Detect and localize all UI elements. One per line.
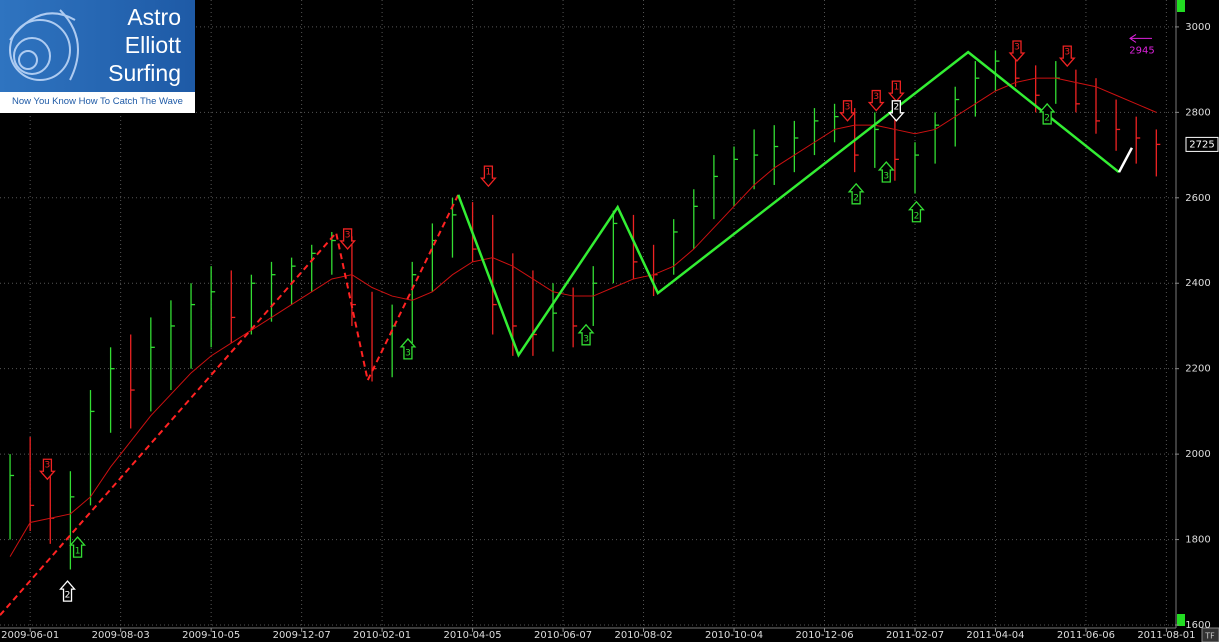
wave-label: 3 bbox=[1064, 48, 1070, 58]
wave-arrow bbox=[1008, 40, 1026, 62]
scroll-thumb[interactable] bbox=[1177, 614, 1185, 626]
y-tick-label: 2800 bbox=[1185, 107, 1210, 118]
x-tick-label: 2010-12-06 bbox=[795, 630, 853, 641]
timeframe: TF bbox=[1204, 632, 1215, 641]
wave-arrow bbox=[399, 337, 417, 360]
x-tick-label: 2010-04-05 bbox=[444, 630, 502, 641]
wave-arrow bbox=[908, 200, 925, 223]
wave-label: 3 bbox=[845, 102, 851, 112]
wave-arrow bbox=[887, 80, 905, 103]
wave-arrow bbox=[577, 323, 595, 346]
target-arrow-head bbox=[1129, 33, 1137, 43]
wave-label: 3 bbox=[873, 92, 879, 102]
last-price-label: 2725 bbox=[1189, 139, 1214, 150]
y-tick-label: 1600 bbox=[1185, 620, 1210, 631]
wave-label: 2 bbox=[914, 211, 920, 221]
x-tick-label: 2010-08-02 bbox=[614, 630, 672, 641]
logo-word: Elliott bbox=[124, 32, 181, 58]
wave-label: 3 bbox=[45, 461, 51, 471]
wave-arrow bbox=[877, 161, 895, 183]
wave-arrow bbox=[1058, 45, 1076, 68]
y-tick-label: 3000 bbox=[1185, 22, 1210, 33]
wave-label: 2 bbox=[853, 193, 859, 203]
x-tick-label: 2009-08-03 bbox=[92, 630, 150, 641]
logo-tagline: Now You Know How To Catch The Wave bbox=[12, 96, 183, 107]
logo-word: Astro bbox=[127, 4, 181, 30]
wave-label: 3 bbox=[583, 334, 589, 344]
logo-swirl bbox=[9, 9, 79, 81]
wave-label: 1 bbox=[75, 547, 81, 557]
wave-arrow bbox=[847, 182, 865, 205]
y-tick-label: 1800 bbox=[1185, 535, 1210, 546]
wave-label: 2 bbox=[1044, 113, 1050, 123]
wave-arrow bbox=[59, 580, 76, 602]
x-tick-label: 2010-06-07 bbox=[534, 630, 592, 641]
wave-arrow bbox=[887, 100, 905, 122]
logo: Astro Elliott Surfing Now You Know How T… bbox=[0, 0, 195, 113]
x-tick-label: 2010-02-01 bbox=[353, 630, 411, 641]
wave-label: 3 bbox=[405, 348, 411, 358]
x-tick-label: 2010-10-04 bbox=[705, 630, 763, 641]
x-tick-label: 2009-06-01 bbox=[1, 630, 59, 641]
wave-line bbox=[457, 50, 1120, 358]
scroll-thumb[interactable] bbox=[1177, 0, 1185, 12]
wave-arrow bbox=[1038, 102, 1056, 125]
wave-label: 1 bbox=[893, 83, 899, 93]
wave-arrow bbox=[69, 536, 86, 558]
wave-label: 3 bbox=[883, 172, 889, 182]
wave-line bbox=[0, 194, 460, 616]
y-tick-label: 2400 bbox=[1185, 278, 1210, 289]
wave-label: 3 bbox=[345, 230, 351, 240]
wave-line bbox=[1117, 147, 1134, 173]
x-tick-label: 2009-10-05 bbox=[182, 630, 240, 641]
wave-label: 3 bbox=[1014, 42, 1020, 52]
logo-word: Surfing bbox=[108, 60, 181, 86]
moving-average bbox=[9, 77, 1157, 557]
y-tick-label: 2000 bbox=[1185, 449, 1210, 460]
x-tick-label: 2011-02-07 bbox=[886, 630, 944, 641]
y-tick-label: 2600 bbox=[1185, 193, 1210, 204]
wave-arrow bbox=[38, 458, 56, 481]
wave-arrow bbox=[479, 165, 497, 188]
x-tick-label: 2011-04-04 bbox=[966, 630, 1024, 641]
x-tick-label: 2011-08-01 bbox=[1137, 630, 1195, 641]
x-tick-label: 2011-06-06 bbox=[1057, 630, 1115, 641]
wave-arrow bbox=[839, 100, 856, 122]
wave-label: 2 bbox=[65, 591, 71, 601]
last-price-box bbox=[1185, 136, 1219, 152]
x-tick-label: 2009-12-07 bbox=[273, 630, 331, 641]
wave-arrow bbox=[867, 89, 885, 112]
y-tick-label: 2200 bbox=[1185, 364, 1210, 375]
logo-panel bbox=[0, 0, 195, 92]
timeframe-box[interactable] bbox=[1201, 627, 1219, 642]
wave-label: 2 bbox=[893, 102, 899, 112]
target-label: 2945 bbox=[1129, 45, 1154, 56]
wave-label: 1 bbox=[486, 168, 492, 178]
wave-arrow bbox=[339, 228, 357, 250]
